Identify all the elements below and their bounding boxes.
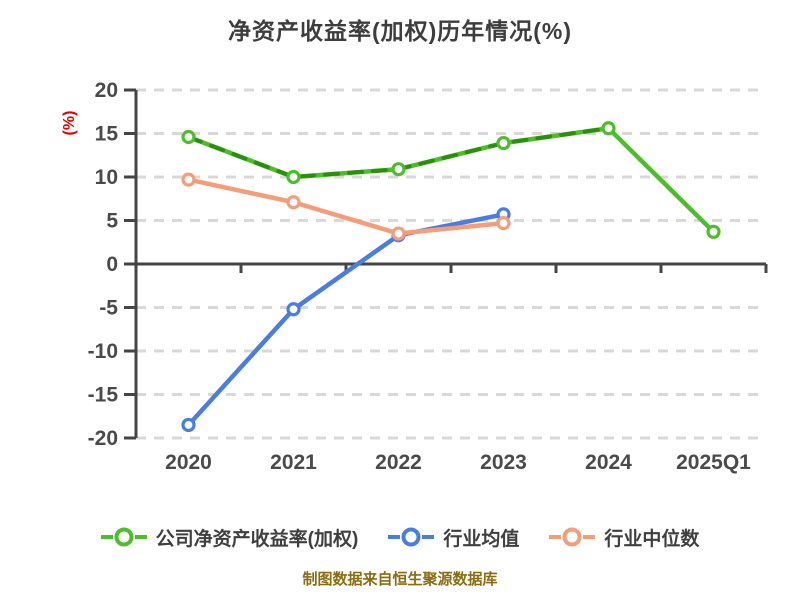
legend-line-circle-icon — [549, 527, 596, 547]
data-source-caption: 制图数据来自恒生聚源数据库 — [302, 571, 498, 588]
y-tick-label-10: 10 — [95, 166, 118, 189]
y-axis-unit-label: (%) — [61, 110, 78, 136]
marker-s0-2022 — [391, 162, 406, 177]
legend-item-industry-median: 行业中位数 — [549, 524, 699, 551]
series-line-1 — [186, 212, 506, 428]
marker-s2-2023 — [496, 216, 511, 231]
series-line-2 — [186, 177, 506, 236]
y-tick-label-15: 15 — [95, 123, 119, 146]
legend-item-industry-mean: 行业均值 — [388, 524, 519, 551]
marker-s0-2021 — [286, 169, 301, 185]
series-line-0 — [186, 126, 716, 235]
x-label-2022: 2022 — [375, 451, 422, 474]
marker-s0-2023 — [496, 135, 511, 151]
marker-s2-2022 — [391, 226, 406, 241]
marker-s2-2020 — [181, 172, 196, 187]
legend-item-company-roe: 公司净资产收益率(加权) — [100, 524, 359, 551]
marker-s1-2021 — [286, 302, 301, 317]
marker-s2-2021 — [286, 195, 301, 210]
y-tick-label-20: 20 — [95, 79, 118, 102]
x-label-2021: 2021 — [270, 451, 317, 474]
y-tick-label--5: -5 — [99, 297, 118, 320]
marker-s1-2020 — [181, 417, 196, 433]
y-tick-label--10: -10 — [88, 340, 118, 363]
x-label-2025Q1: 2025Q1 — [676, 451, 751, 474]
legend-line-circle-icon — [100, 527, 147, 547]
y-tick-label--20: -20 — [88, 427, 118, 450]
y-tick-label-5: 5 — [106, 210, 118, 233]
marker-s0-2020 — [181, 129, 196, 145]
x-label-2023: 2023 — [480, 451, 527, 474]
marker-s0-2025Q1 — [706, 224, 721, 239]
y-tick-label-0: 0 — [106, 253, 118, 276]
legend-line-circle-icon — [388, 527, 435, 547]
legend-label-industry-median: 行业中位数 — [604, 528, 700, 550]
legend-label-industry-mean: 行业均值 — [443, 528, 520, 550]
chart-title: 净资产收益率(加权)历年情况(%) — [227, 18, 573, 44]
x-label-2020: 2020 — [165, 451, 212, 474]
y-tick-label--15: -15 — [88, 384, 119, 407]
x-label-2024: 2024 — [585, 451, 632, 474]
marker-s0-2024 — [601, 121, 616, 136]
chart-legend: 公司净资产收益率(加权) 行业均值 行业中位数 — [0, 518, 800, 556]
legend-label-company-roe: 公司净资产收益率(加权) — [155, 528, 359, 550]
